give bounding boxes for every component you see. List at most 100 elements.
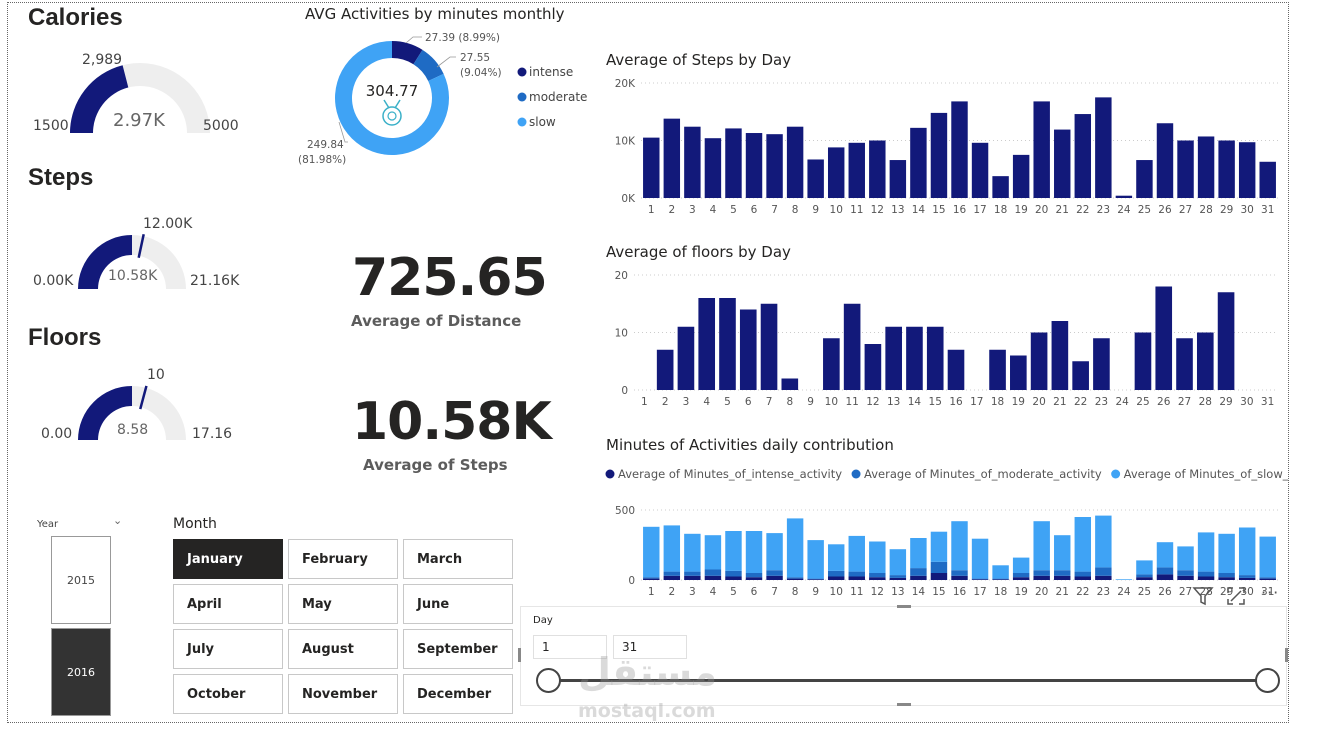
bar-segment [889,575,907,578]
month-option-june[interactable]: June [403,584,513,624]
x-tick-label: 23 [1095,396,1108,408]
bar-segment [1095,567,1112,576]
x-tick-label: 27 [1178,396,1191,408]
x-tick-label: 2 [662,396,669,408]
legend-label: Average of Minutes_of_intense_activity [618,467,842,481]
bar-segment [1054,575,1071,580]
floors-gauge [78,385,186,440]
bar-segment [684,533,701,572]
month-option-january[interactable]: January [173,539,283,579]
calories-target-label: 2,989 [82,52,123,68]
bar-segment [992,578,1009,580]
legend-dot [1111,469,1121,479]
month-option-april[interactable]: April [173,584,283,624]
bar-segment [1033,575,1050,580]
x-tick-label: 18 [994,204,1007,216]
bar-segment [766,575,783,580]
bar-segment [1238,577,1256,580]
bar-segment [745,531,763,573]
bar-segment [869,541,886,573]
resize-handle-left[interactable] [518,648,521,662]
month-option-july[interactable]: July [173,629,283,669]
bar [906,326,923,390]
bar [719,298,736,390]
month-option-march[interactable]: March [403,539,513,579]
bar [1115,195,1133,198]
x-tick-label: 25 [1138,204,1151,216]
bar [992,176,1009,198]
x-tick-label: 16 [949,396,963,408]
gauge-value-arc [78,386,132,440]
legend-dot-moderate [517,92,527,102]
month-option-february[interactable]: February [288,539,398,579]
resize-handle-top[interactable] [897,605,911,608]
bar [1095,97,1112,198]
day-slicer [520,606,1287,706]
x-tick-label: 28 [1199,586,1212,598]
bar-segment [1177,575,1194,580]
bar [656,349,674,390]
bar-segment [684,571,701,576]
x-tick-label: 11 [845,396,858,408]
bar-segment [827,544,845,571]
x-tick-label: 2 [668,586,675,598]
month-option-september[interactable]: September [403,629,513,669]
distance-card-value: 725.65 [352,248,548,308]
day-slider-start-handle[interactable] [536,668,561,693]
bar-segment [1136,577,1153,580]
bar-segment [930,573,948,580]
x-tick-label: 10 [825,396,838,408]
legend-dot [851,469,861,479]
resize-handle-bottom[interactable] [897,703,911,706]
x-tick-label: 24 [1117,204,1131,216]
x-tick-label: 14 [908,396,922,408]
bar-segment [766,570,783,576]
day-from-input[interactable]: 1 [533,635,607,659]
bar-segment [1156,574,1174,580]
x-tick-label: 20 [1032,396,1045,408]
bar [1155,286,1173,390]
month-option-august[interactable]: August [288,629,398,669]
bar-segment [1136,574,1153,578]
year-option-2015[interactable]: 2015 [51,536,111,624]
bar-segment [827,570,845,577]
bar [1054,129,1071,198]
steps-max: 21.16K [190,273,240,289]
floors-target-label: 10 [147,367,165,383]
y-tick-label: 0K [621,193,636,205]
day-slider-end-handle[interactable] [1255,668,1280,693]
x-tick-label: 4 [710,204,717,216]
more-options-icon[interactable]: ··· [1261,583,1280,602]
floors-title: Floors [28,324,102,351]
x-tick-label: 19 [1014,586,1027,598]
day-slider-track[interactable] [548,679,1268,682]
donut-label-slow-value: 249.84 [307,139,344,151]
x-tick-label: 24 [1116,396,1130,408]
month-option-may[interactable]: May [288,584,398,624]
month-option-october[interactable]: October [173,674,283,714]
x-tick-label: 14 [912,586,926,598]
bar [745,133,763,198]
resize-handle-right[interactable] [1285,648,1288,662]
filter-icon[interactable] [1192,585,1214,607]
legend-label: Average of Minutes_of_moderate_activity [864,467,1102,481]
x-tick-label: 4 [703,396,710,408]
x-tick-label: 23 [1097,204,1110,216]
month-option-november[interactable]: November [288,674,398,714]
bar-segment [725,570,742,577]
bar-segment [1259,536,1276,578]
y-tick-label: 500 [615,505,635,517]
chevron-down-icon[interactable]: ⌄ [113,514,123,527]
donut-slice-intense [392,41,423,65]
month-option-december[interactable]: December [403,674,513,714]
bar-segment [951,575,968,580]
x-tick-label: 3 [689,586,696,598]
day-to-input[interactable]: 31 [613,635,687,659]
gauge-value-arc [78,235,132,289]
x-tick-label: 13 [891,586,904,598]
y-tick-label: 10 [615,328,628,340]
bar-segment [1197,532,1215,572]
focus-mode-icon[interactable] [1226,586,1246,606]
year-option-2016[interactable]: 2016 [51,628,111,716]
